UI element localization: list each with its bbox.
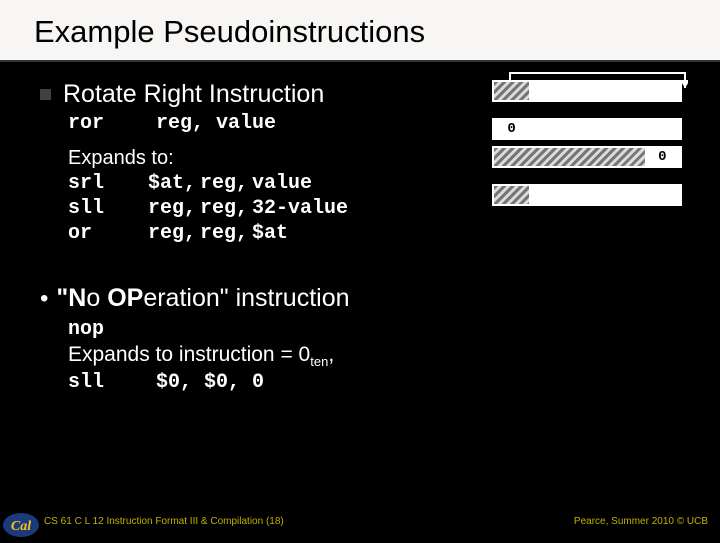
diagram-bar-2: 0	[492, 146, 682, 168]
expands-block: Expands to: srl $at, reg, value sll reg,…	[68, 146, 352, 246]
nop-mnemonic: nop	[68, 317, 692, 342]
footer: CS 61 C L 12 Instruction Format III & Co…	[0, 508, 720, 534]
bullet-dot-icon: •	[40, 285, 48, 313]
bullet-square-icon	[40, 89, 51, 100]
expansion-table: srl $at, reg, value sll reg, reg, 32-val…	[68, 171, 352, 246]
diagram-bar-1: 0	[492, 118, 682, 140]
rotate-diagram: 0 0	[482, 80, 692, 206]
section2: • "No OPeration" instruction nop Expands…	[40, 284, 692, 395]
slide-title: Example Pseudoinstructions	[0, 0, 720, 62]
footer-right: Pearce, Summer 2010 © UCB	[574, 516, 708, 527]
section1-heading-text: Rotate Right Instruction	[63, 80, 324, 109]
expansion-row: srl $at, reg, value	[68, 171, 352, 196]
content-area: Rotate Right Instruction rorreg, value E…	[0, 62, 720, 395]
nop-expands-text: Expands to instruction = 0ten,	[68, 342, 692, 370]
expansion-row: or reg, reg, $at	[68, 221, 352, 246]
expands-label: Expands to:	[68, 146, 352, 171]
expansion-row: sll reg, reg, 32-value	[68, 196, 352, 221]
ror-instruction: rorreg, value	[68, 111, 352, 136]
diagram-bar-0	[492, 80, 682, 102]
section2-heading: • "No OPeration" instruction	[40, 284, 692, 313]
diagram-bar-3	[492, 184, 682, 206]
section1-heading: Rotate Right Instruction	[40, 80, 352, 109]
sll-line: sll$0, $0, 0	[68, 370, 692, 395]
footer-left: CS 61 C L 12 Instruction Format III & Co…	[44, 516, 284, 527]
